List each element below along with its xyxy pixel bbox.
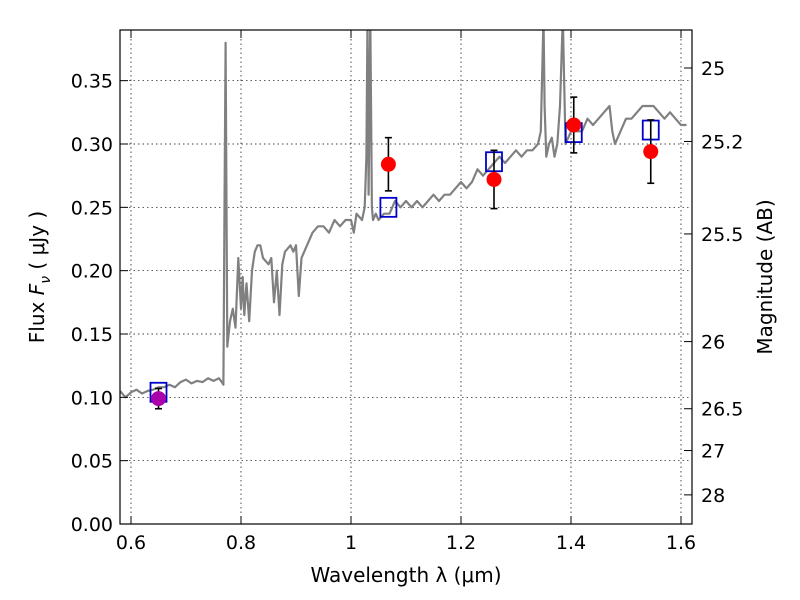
spectrum-line	[120, 30, 687, 399]
y-tick-label: 0.00	[71, 514, 113, 536]
y2-tick-label: 28	[701, 485, 725, 507]
x-tick-label: 1.6	[666, 532, 696, 554]
plot-frame	[119, 29, 693, 525]
x-tick-label: 0.6	[116, 532, 146, 554]
y-tick-label: 0.10	[71, 387, 113, 409]
x-tick-label: 1.4	[556, 532, 586, 554]
y2-tick-label: 26.5	[701, 399, 743, 421]
marker-layer	[149, 96, 660, 410]
y-axis-title-unit: ( μJy )	[25, 211, 49, 276]
x-tick-label: 0.8	[226, 532, 256, 554]
observed-photometry-point	[380, 156, 396, 172]
y2-axis-title: Magnitude (AB)	[753, 199, 777, 354]
x-tick-label: 1	[345, 532, 357, 554]
x-axis-title: Wavelength λ (μm)	[310, 563, 501, 587]
observed-photometry-point	[151, 391, 166, 407]
observed-photometry-point	[486, 171, 502, 187]
tick-labels: 0.6 0.8 1 1.2 1.4 1.6 0.00 0.05 0.10 0.15 0.20 0.25…	[71, 58, 744, 554]
y-tick-label: 0.20	[71, 261, 113, 283]
spectrum-layer	[120, 30, 687, 399]
y-tick-label: 0.25	[71, 197, 113, 219]
observed-photometry-point	[566, 117, 582, 133]
y2-tick-label: 25.2	[701, 131, 743, 153]
model-photometry-square	[379, 196, 398, 218]
y-axis-title-symbol: F	[25, 283, 49, 295]
x-tick-label: 1.2	[446, 532, 476, 554]
y-tick-label: 0.15	[71, 324, 113, 346]
y-tick-label: 0.30	[71, 134, 113, 156]
y-axis-title-subscript: ν	[38, 276, 54, 284]
y2-tick-label: 26	[701, 332, 725, 354]
y2-tick-label: 25.5	[701, 224, 743, 246]
y-axis-title-prefix: Flux	[25, 295, 49, 343]
y2-tick-label: 27	[701, 441, 725, 463]
observed-photometry-point	[643, 144, 659, 160]
tick-marks	[120, 30, 692, 525]
y-tick-label: 0.35	[71, 71, 113, 93]
y-axis-title: Flux Fν ( μJy )	[25, 211, 54, 343]
y-tick-label: 0.05	[71, 451, 113, 473]
y2-tick-label: 25	[701, 58, 725, 80]
